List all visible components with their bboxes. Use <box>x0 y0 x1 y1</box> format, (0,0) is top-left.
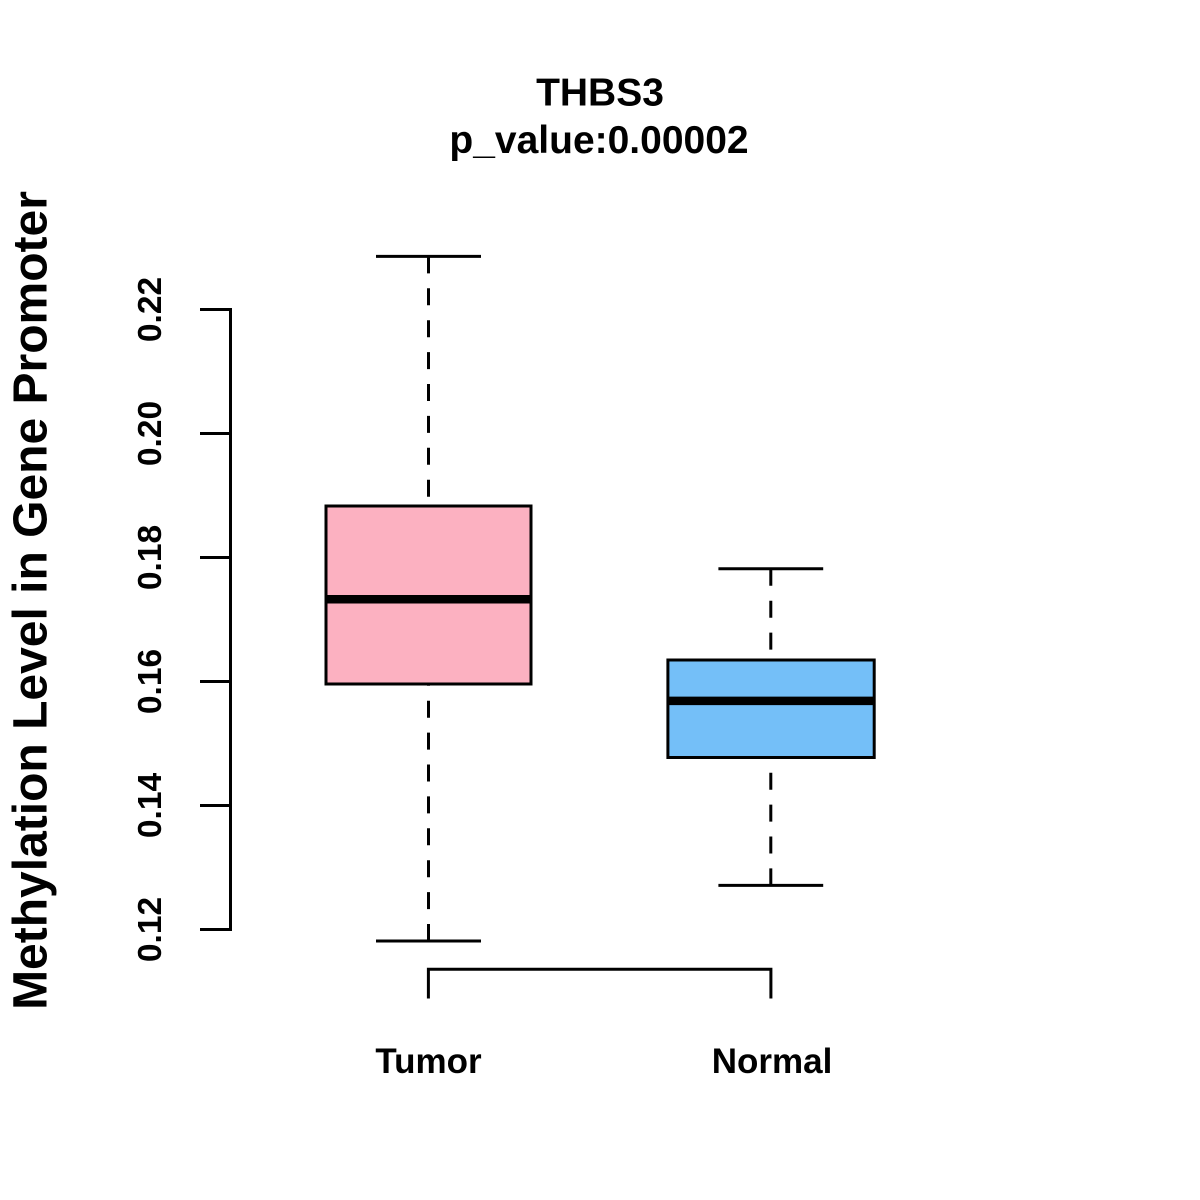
svg-text:0.20: 0.20 <box>132 401 169 466</box>
svg-text:p_value:0.00002: p_value:0.00002 <box>449 119 748 162</box>
svg-text:Normal: Normal <box>712 1042 833 1081</box>
svg-text:Tumor: Tumor <box>375 1042 482 1081</box>
svg-text:0.22: 0.22 <box>132 277 169 342</box>
svg-text:0.14: 0.14 <box>132 773 169 839</box>
svg-text:0.18: 0.18 <box>132 525 169 590</box>
svg-text:0.16: 0.16 <box>132 649 169 714</box>
svg-text:Methylation Level in Gene Prom: Methylation Level in Gene Promoter <box>5 191 58 1010</box>
svg-text:0.12: 0.12 <box>132 897 169 962</box>
svg-text:THBS3: THBS3 <box>536 72 664 115</box>
